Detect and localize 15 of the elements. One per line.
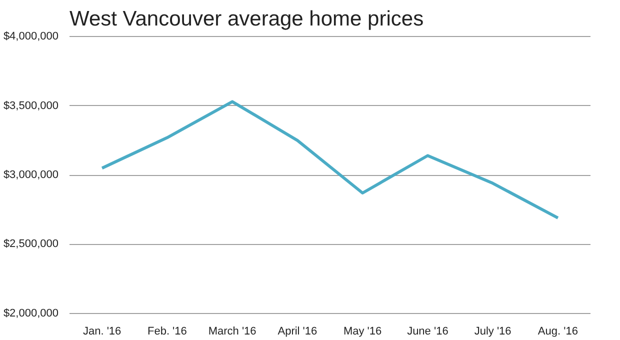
y-tick-label: $3,000,000 (3, 169, 59, 181)
line-series (100, 100, 560, 220)
x-tick-label: June '16 (407, 326, 448, 338)
chart-title: West Vancouver average home prices (70, 8, 424, 30)
y-tick-label: $2,000,000 (3, 307, 59, 320)
x-tick-label: May '16 (343, 326, 382, 338)
x-tick-label: Aug. '16 (538, 326, 578, 338)
x-tick-label: Feb. '16 (147, 326, 187, 338)
y-tick-label: $3,500,000 (3, 100, 59, 112)
y-tick-label: $2,500,000 (3, 238, 59, 250)
x-tick-label: Jan. '16 (82, 326, 122, 338)
x-tick-label: July '16 (474, 326, 512, 338)
x-tick-label: March '16 (208, 326, 256, 338)
y-tick-label: $4,000,000 (3, 30, 59, 43)
x-tick-label: April '16 (278, 326, 318, 338)
